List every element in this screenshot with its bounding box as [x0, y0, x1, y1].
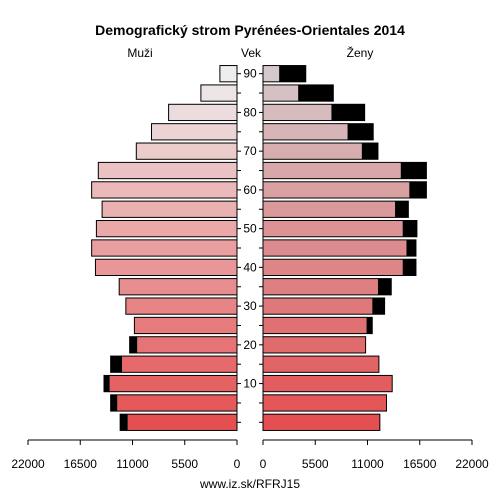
male-bar-25-29 [134, 317, 237, 334]
female-excess-40-44 [402, 259, 416, 276]
female-bars [262, 65, 427, 431]
male-bar-75-79 [151, 123, 237, 140]
age-tick-label: 30 [243, 299, 257, 313]
male-bar-85-89 [200, 84, 237, 102]
x-tick-label: 5500 [171, 457, 198, 471]
female-excess-90+ [279, 65, 306, 82]
female-bar-45-49 [263, 239, 407, 257]
male-bar-80-84 [168, 104, 237, 121]
female-bar-65-69 [263, 162, 401, 179]
males-label: Muži [127, 46, 152, 60]
male-bar-20-24 [137, 336, 237, 353]
male-bar-10-14 [109, 375, 237, 392]
male-bar-30-34 [125, 297, 237, 315]
age-tick-label: 10 [243, 377, 257, 391]
female-excess-65-69 [400, 162, 427, 179]
male-excess-10-14 [104, 375, 110, 392]
x-tick-label: 5500 [302, 457, 329, 471]
footer-url: www.iz.sk/RFRJ15 [199, 477, 300, 491]
female-bar-30-34 [263, 297, 373, 315]
x-tick-label: 0 [260, 457, 267, 471]
age-tick-label: 80 [243, 105, 257, 119]
female-bar-75-79 [263, 123, 348, 140]
female-bar-90+ [263, 65, 280, 82]
male-excess-15-19 [110, 356, 123, 373]
female-bar-60-64 [263, 181, 410, 199]
male-bar-55-59 [102, 201, 237, 218]
male-bar-40-44 [95, 259, 237, 276]
female-excess-55-59 [395, 201, 409, 218]
female-bar-55-59 [263, 201, 396, 218]
male-bar-15-19 [122, 356, 237, 373]
female-bar-40-44 [263, 259, 403, 276]
female-excess-80-84 [331, 104, 365, 121]
female-bar-85-89 [263, 84, 299, 102]
age-tick-label: 20 [243, 338, 257, 352]
female-excess-70-74 [361, 143, 378, 160]
female-bar-50-54 [263, 220, 403, 237]
male-bar-45-49 [91, 239, 238, 257]
female-excess-30-34 [372, 297, 385, 315]
age-tick-label: 40 [243, 260, 257, 274]
age-axis: 10 20 30 40 50 60 70 80 90 [236, 67, 264, 428]
male-bar-65-69 [98, 162, 237, 179]
age-tick-label: 90 [243, 67, 257, 81]
male-bar-50-54 [96, 220, 238, 237]
female-bar-35-39 [263, 278, 378, 295]
male-bars [91, 65, 238, 431]
x-tick-label: 22000 [455, 457, 489, 471]
chart-title: Demografický strom Pyrénées-Orientales 2… [95, 22, 405, 38]
female-excess-45-49 [406, 239, 416, 257]
female-excess-85-89 [298, 84, 334, 102]
x-tick-label: 11000 [116, 457, 149, 471]
females-label: Ženy [347, 45, 374, 60]
female-excess-35-39 [377, 278, 392, 295]
male-excess-0-4 [120, 414, 128, 431]
x-tick-label: 16500 [64, 457, 98, 471]
age-tick-label: 50 [243, 222, 257, 236]
male-excess-5-9 [110, 394, 118, 412]
female-bar-80-84 [263, 104, 332, 121]
female-bar-5-9 [263, 394, 387, 412]
age-label: Vek [241, 46, 262, 60]
female-excess-50-54 [402, 220, 417, 237]
female-x-axis: 22000 16500 11000 5500 0 [260, 439, 489, 471]
male-x-axis: 22000 16500 11000 5500 0 [11, 439, 241, 471]
female-bar-15-19 [263, 356, 379, 373]
age-tick-label: 60 [243, 183, 257, 197]
male-bar-90+ [219, 65, 237, 82]
female-bar-70-74 [263, 143, 362, 160]
x-tick-label: 0 [234, 457, 241, 471]
age-tick-label: 70 [243, 144, 257, 158]
male-bar-35-39 [119, 278, 237, 295]
female-bar-10-14 [263, 375, 393, 392]
male-excess-20-24 [129, 336, 138, 353]
male-bar-5-9 [117, 394, 237, 412]
female-bar-25-29 [263, 317, 367, 334]
female-excess-60-64 [409, 181, 427, 199]
x-tick-label: 16500 [403, 457, 437, 471]
x-tick-label: 22000 [11, 457, 45, 471]
female-excess-75-79 [347, 123, 374, 140]
male-bar-70-74 [136, 143, 237, 160]
x-tick-label: 11000 [351, 457, 384, 471]
male-bar-0-4 [127, 414, 237, 431]
female-bar-20-24 [263, 336, 366, 353]
female-bar-0-4 [263, 414, 380, 431]
male-bar-60-64 [91, 181, 238, 199]
female-excess-25-29 [366, 317, 373, 334]
